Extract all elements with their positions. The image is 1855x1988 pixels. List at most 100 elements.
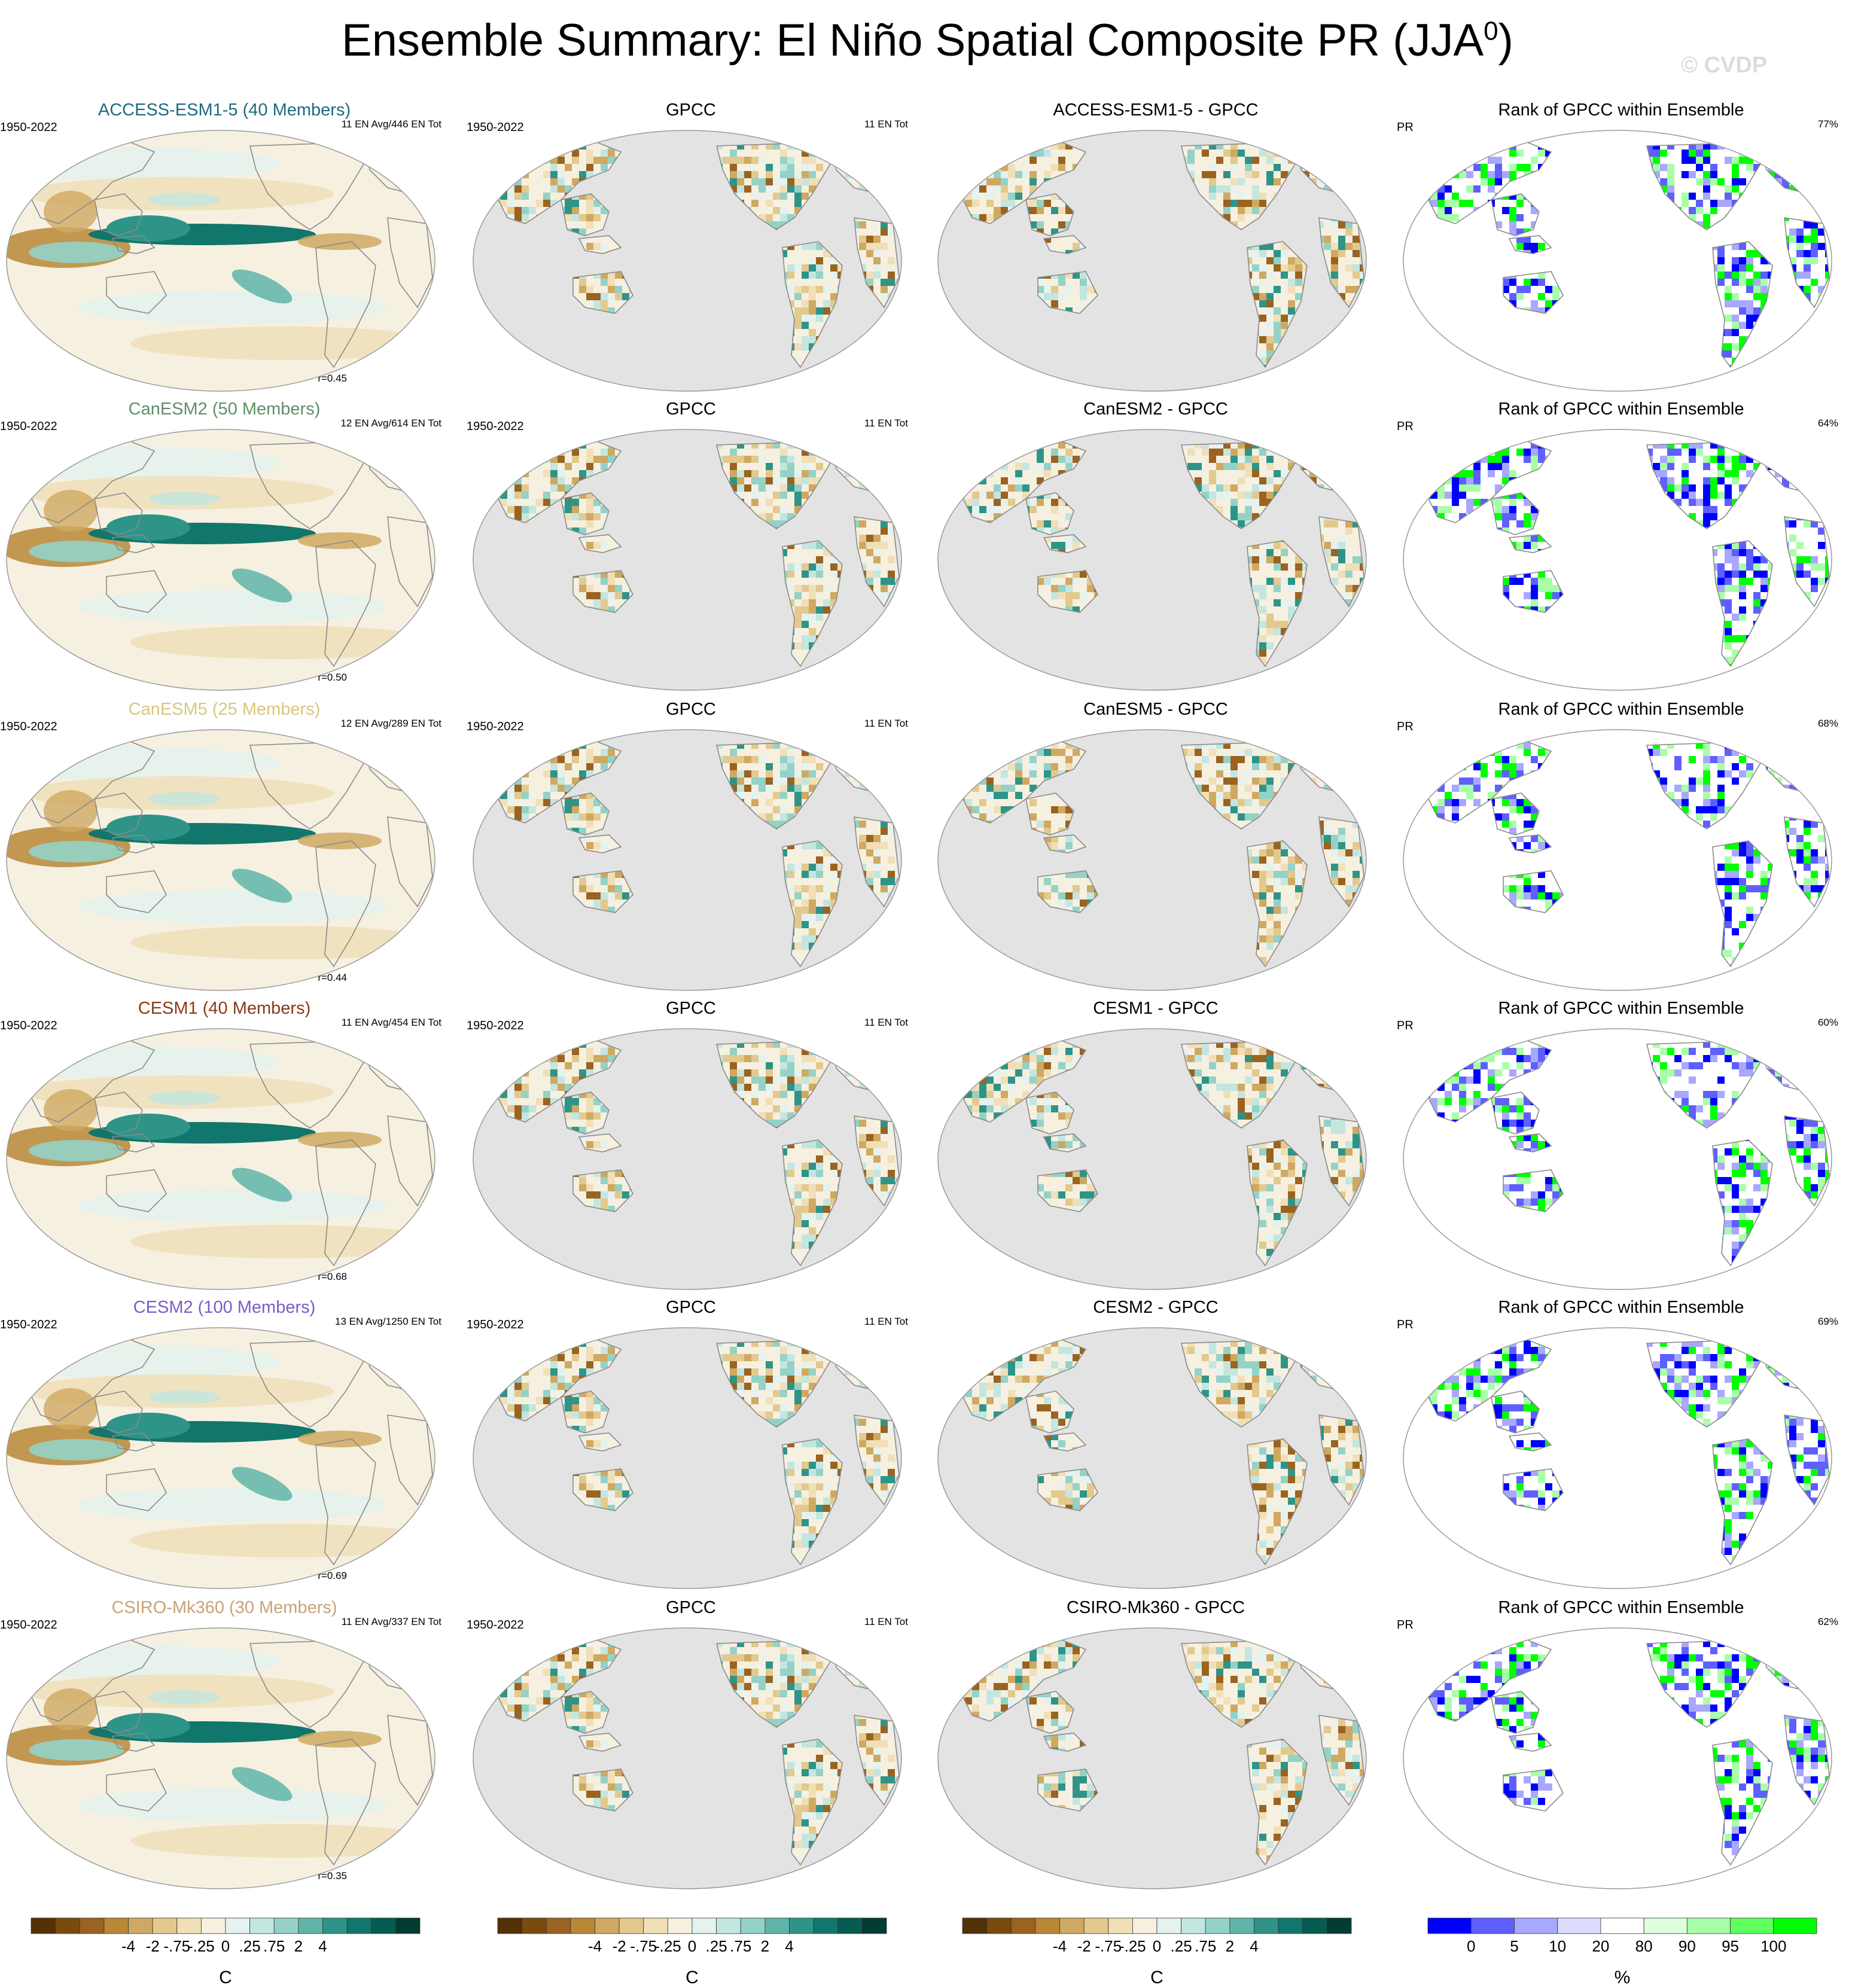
grid-cell: [866, 236, 873, 243]
grid-cell: [994, 185, 1001, 193]
grid-cell: [486, 499, 493, 506]
grid-cell: [1274, 164, 1281, 171]
grid-cell: [1667, 178, 1674, 185]
grid-cell: [1796, 358, 1804, 365]
grid-cell: [873, 264, 881, 272]
grid-cell: [1760, 272, 1768, 279]
grid-cell: [794, 585, 802, 592]
grid-cell: [809, 135, 816, 142]
panel-title: ACCESS-ESM1-5 (40 Members): [0, 100, 449, 120]
grid-cell: [1732, 329, 1739, 336]
grid-cell: [572, 434, 579, 441]
grid-cell: [500, 650, 507, 657]
grid-cell: [536, 128, 543, 135]
panel-title: ACCESS-ESM1-5 - GPCC: [931, 100, 1380, 120]
world-map: [5, 427, 437, 693]
grid-cell: [873, 257, 881, 264]
grid-cell: [1818, 350, 1825, 358]
grid-cell: [816, 257, 823, 264]
grid-cell: [479, 441, 486, 449]
grid-cell: [586, 386, 593, 394]
grid-cell: [780, 214, 787, 221]
grid-cell: [1402, 315, 1409, 322]
grid-cell: [1051, 142, 1058, 150]
grid-cell: [809, 307, 816, 315]
grid-cell: [615, 685, 622, 693]
grid-cell: [479, 614, 486, 621]
grid-cell: [1832, 142, 1833, 150]
grid-cell: [902, 243, 903, 250]
grid-cell: [1044, 150, 1051, 157]
grid-cell: [471, 142, 479, 150]
grid-cell: [1423, 135, 1430, 142]
grid-cell: [958, 379, 965, 386]
grid-cell: [536, 456, 543, 463]
grid-cell: [780, 492, 787, 499]
grid-cell: [888, 279, 895, 286]
grid-cell: [608, 427, 615, 434]
grid-cell: [1259, 150, 1266, 157]
grid-cell: [529, 506, 536, 513]
grid-cell: [522, 142, 529, 150]
grid-cell: [529, 358, 536, 365]
grid-cell: [958, 135, 965, 142]
grid-cell: [572, 506, 579, 513]
grid-cell: [744, 470, 751, 477]
grid-cell: [1481, 379, 1488, 386]
grid-cell: [1338, 365, 1345, 372]
grid-cell: [1473, 185, 1481, 193]
grid-cell: [1437, 193, 1445, 200]
grid-cell: [780, 207, 787, 214]
grid-cell: [1796, 365, 1804, 372]
grid-cell: [873, 250, 881, 257]
grid-cell: [1753, 150, 1760, 157]
grid-cell: [859, 350, 866, 358]
grid-cell: [852, 142, 859, 150]
grid-cell: [873, 336, 881, 343]
grid-cell: [1051, 293, 1058, 300]
grid-cell: [1187, 150, 1195, 157]
grid-cell: [1008, 200, 1015, 207]
grid-cell: [1811, 228, 1818, 236]
grid-cell: [1753, 372, 1760, 379]
grid-cell: [1509, 207, 1516, 214]
grid-cell: [1832, 150, 1833, 157]
grid-cell: [1531, 128, 1538, 135]
grid-cell: [1804, 135, 1811, 142]
grid-cell: [1524, 279, 1531, 286]
grid-cell: [572, 207, 579, 214]
panel-title: CanESM2 (50 Members): [0, 400, 449, 419]
grid-cell: [1473, 164, 1481, 171]
grid-cell: [1302, 379, 1309, 386]
grid-cell: [845, 164, 852, 171]
grid-cell: [1430, 386, 1437, 394]
grid-cell: [1703, 214, 1710, 221]
grid-cell: [1317, 171, 1324, 178]
grid-cell: [751, 456, 759, 463]
grid-cell: [514, 492, 522, 499]
grid-cell: [1259, 250, 1266, 257]
grid-cell: [1825, 365, 1832, 372]
grid-cell: [522, 379, 529, 386]
grid-cell: [486, 449, 493, 456]
grid-cell: [972, 200, 979, 207]
grid-cell: [902, 264, 903, 272]
grid-cell: [787, 386, 794, 394]
grid-cell: [1317, 379, 1324, 386]
grid-cell: [943, 315, 951, 322]
grid-cell: [1015, 185, 1022, 193]
grid-cell: [550, 164, 558, 171]
grid-cell: [543, 685, 550, 693]
grid-cell: [500, 635, 507, 642]
grid-cell: [1029, 379, 1037, 386]
grid-cell: [1452, 142, 1459, 150]
grid-cell: [586, 685, 593, 693]
grid-cell: [493, 372, 500, 379]
grid-cell: [958, 185, 965, 193]
grid-cell: [1818, 142, 1825, 150]
grid-cell: [794, 185, 802, 193]
grid-cell: [794, 343, 802, 350]
grid-cell: [823, 379, 830, 386]
grid-cell: [787, 379, 794, 386]
